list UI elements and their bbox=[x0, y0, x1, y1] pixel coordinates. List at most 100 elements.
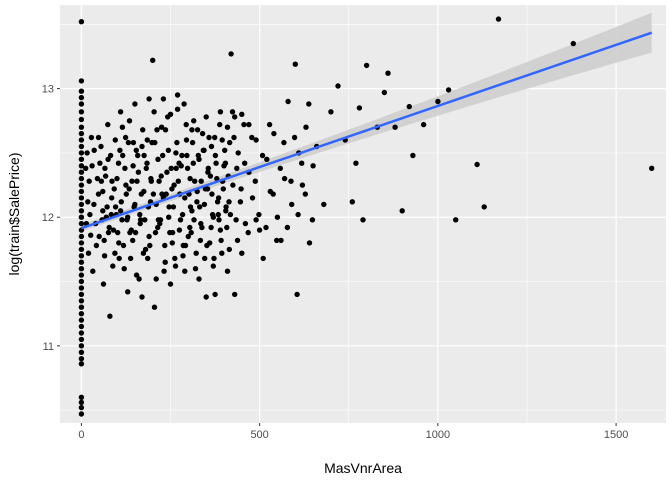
data-point bbox=[158, 124, 165, 130]
data-point bbox=[78, 240, 85, 246]
data-point bbox=[188, 229, 194, 236]
data-point bbox=[132, 229, 139, 236]
data-point bbox=[150, 57, 156, 63]
data-point bbox=[148, 178, 154, 184]
data-point bbox=[294, 291, 300, 298]
data-point bbox=[253, 137, 259, 143]
data-point bbox=[227, 211, 234, 218]
data-point bbox=[112, 137, 119, 143]
data-point bbox=[173, 165, 179, 171]
data-point bbox=[155, 217, 162, 223]
data-point bbox=[147, 242, 153, 249]
data-point bbox=[177, 217, 184, 223]
data-point bbox=[349, 199, 355, 205]
data-point bbox=[182, 195, 188, 201]
data-point bbox=[101, 253, 108, 259]
data-point bbox=[191, 217, 197, 223]
data-point bbox=[203, 294, 209, 300]
data-point bbox=[223, 204, 229, 210]
data-point bbox=[88, 134, 95, 141]
data-point bbox=[78, 208, 85, 214]
data-point bbox=[197, 204, 203, 210]
data-point bbox=[181, 101, 187, 107]
data-point bbox=[122, 134, 129, 141]
y-tick-label: 11 bbox=[43, 341, 54, 353]
data-point bbox=[130, 237, 136, 244]
data-point bbox=[174, 106, 181, 112]
data-point bbox=[252, 178, 258, 184]
data-point bbox=[292, 61, 298, 67]
data-point bbox=[116, 240, 122, 246]
data-point bbox=[134, 178, 140, 184]
data-point bbox=[162, 259, 168, 265]
data-point bbox=[126, 118, 133, 124]
data-point bbox=[94, 175, 101, 182]
data-point bbox=[133, 147, 139, 153]
data-point bbox=[93, 242, 100, 249]
data-point bbox=[109, 178, 115, 184]
data-point bbox=[78, 182, 85, 188]
data-point bbox=[649, 165, 655, 171]
data-point bbox=[481, 204, 487, 210]
data-point bbox=[98, 178, 105, 184]
data-point bbox=[78, 291, 85, 298]
data-point bbox=[184, 152, 190, 159]
data-point bbox=[205, 169, 211, 175]
data-point bbox=[306, 101, 312, 107]
data-point bbox=[192, 178, 198, 184]
data-point bbox=[123, 191, 129, 197]
data-point bbox=[193, 250, 199, 256]
data-point bbox=[78, 253, 85, 259]
data-point bbox=[392, 124, 398, 130]
data-point bbox=[95, 191, 102, 197]
data-point bbox=[78, 317, 85, 323]
data-point bbox=[130, 139, 137, 146]
data-point bbox=[140, 127, 146, 133]
data-point bbox=[253, 217, 259, 223]
grid-major bbox=[60, 5, 666, 423]
data-point bbox=[135, 169, 142, 175]
data-point bbox=[233, 217, 239, 223]
data-point bbox=[166, 204, 172, 210]
data-point bbox=[212, 291, 218, 298]
data-point bbox=[105, 121, 111, 128]
data-point bbox=[78, 336, 85, 343]
data-point bbox=[78, 130, 85, 137]
data-point bbox=[232, 291, 238, 298]
data-point bbox=[139, 294, 145, 300]
data-point bbox=[179, 152, 185, 159]
data-point bbox=[162, 127, 169, 133]
data-point bbox=[187, 224, 193, 231]
data-point bbox=[125, 139, 132, 146]
data-point bbox=[208, 224, 214, 231]
data-point bbox=[100, 188, 106, 195]
data-point bbox=[78, 285, 85, 291]
data-point bbox=[168, 165, 174, 171]
data-point bbox=[78, 394, 85, 400]
data-point bbox=[174, 139, 180, 146]
x-axis-ticks: 0 500 1000 1500 bbox=[78, 423, 628, 441]
y-tick-label: 13 bbox=[42, 84, 54, 96]
data-point bbox=[151, 109, 157, 115]
data-point bbox=[131, 204, 137, 210]
data-point bbox=[78, 343, 85, 349]
data-point bbox=[101, 237, 107, 244]
data-point bbox=[190, 160, 196, 166]
data-point bbox=[85, 199, 91, 205]
data-point bbox=[299, 160, 305, 166]
data-point bbox=[328, 109, 334, 115]
y-tick-label: 12 bbox=[42, 212, 54, 224]
data-point bbox=[217, 227, 224, 233]
data-point bbox=[119, 124, 126, 130]
data-point bbox=[289, 201, 295, 208]
data-point bbox=[78, 195, 85, 201]
data-point bbox=[176, 227, 183, 233]
data-point bbox=[146, 233, 152, 240]
data-point bbox=[108, 211, 115, 218]
data-point bbox=[239, 250, 245, 256]
x-tick-label: 1000 bbox=[426, 429, 450, 441]
data-point bbox=[129, 178, 135, 184]
data-point bbox=[270, 191, 276, 197]
x-tick-label: 0 bbox=[78, 429, 84, 441]
